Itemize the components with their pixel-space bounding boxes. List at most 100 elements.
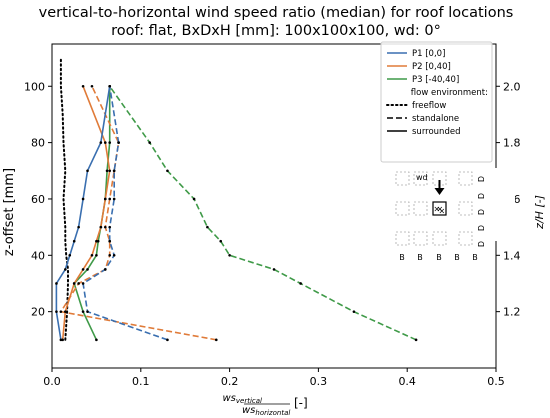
data-point bbox=[95, 254, 98, 257]
data-point bbox=[148, 141, 151, 144]
series-line-p3-standalone bbox=[109, 85, 417, 341]
data-point bbox=[108, 254, 112, 257]
data-point bbox=[72, 282, 76, 285]
inset-surrounding-building bbox=[395, 201, 410, 216]
inset-surrounding-building bbox=[413, 171, 428, 186]
data-point bbox=[105, 169, 109, 173]
data-point bbox=[81, 310, 85, 313]
data-point bbox=[61, 338, 64, 342]
inset-marker-p2: × bbox=[437, 205, 444, 214]
y-right-tick-label: 1.2 bbox=[503, 306, 521, 319]
data-point bbox=[108, 239, 112, 243]
data-point bbox=[228, 254, 231, 257]
inset-wind-arrow-head bbox=[434, 188, 445, 195]
inset-main-building bbox=[432, 201, 447, 216]
inset-d-label: D bbox=[477, 225, 486, 231]
chart-title: vertical-to-horizontal wind speed ratio … bbox=[39, 5, 514, 21]
data-point bbox=[72, 239, 76, 243]
data-point bbox=[103, 141, 107, 144]
data-point bbox=[117, 141, 120, 144]
data-point bbox=[108, 197, 112, 201]
data-point bbox=[86, 310, 89, 313]
data-point bbox=[103, 197, 107, 201]
data-point bbox=[214, 338, 218, 342]
inset-surrounding-building bbox=[395, 171, 410, 186]
data-point bbox=[414, 338, 418, 342]
legend-entry-label: P3 [-40,40] bbox=[412, 75, 459, 85]
data-point bbox=[59, 310, 63, 313]
inset-b-label: B bbox=[417, 253, 423, 262]
inset-b-label: B bbox=[454, 253, 460, 262]
x-label-denominator: wshorizontal bbox=[242, 405, 290, 417]
inset-d-label: D bbox=[477, 209, 486, 215]
inset-d-label: D bbox=[477, 193, 486, 199]
chart-subtitle: roof: flat, BxDxH [mm]: 100x100x100, wd:… bbox=[111, 23, 441, 39]
inset-surrounding-building bbox=[395, 231, 410, 246]
inset-d-label: D bbox=[477, 176, 486, 182]
data-point bbox=[108, 141, 112, 144]
data-point bbox=[59, 338, 63, 342]
data-point bbox=[108, 84, 112, 88]
data-point bbox=[192, 197, 196, 201]
inset-surrounding-building bbox=[413, 231, 428, 246]
y-axis-label: z-offset [mm] bbox=[2, 168, 17, 256]
y-axis-label-right: z/H [-] bbox=[533, 195, 546, 230]
legend-entry-label: P2 [0,40] bbox=[412, 62, 451, 72]
data-point bbox=[206, 225, 209, 229]
y-tick-label: 40 bbox=[31, 249, 45, 262]
data-point bbox=[166, 169, 169, 173]
data-point bbox=[96, 239, 100, 243]
data-point bbox=[112, 197, 116, 201]
y-tick-label: 80 bbox=[31, 137, 45, 150]
x-tick-label: 0.0 bbox=[43, 375, 61, 388]
data-point bbox=[81, 282, 85, 285]
data-point bbox=[103, 225, 107, 229]
data-point bbox=[103, 268, 107, 271]
plot-area: 0.00.10.20.30.40.5204060801001.21.41.61.… bbox=[24, 43, 521, 388]
legend-entry-label: standalone bbox=[412, 114, 459, 124]
data-point bbox=[95, 338, 98, 342]
data-point bbox=[299, 282, 302, 285]
inset-wd-label: wd bbox=[416, 173, 428, 182]
data-point bbox=[108, 225, 112, 229]
x-label-numerator: wsvertical bbox=[223, 393, 263, 405]
x-tick-label: 0.5 bbox=[487, 375, 505, 388]
legend-entry-label: P1 [0,0] bbox=[412, 49, 445, 59]
x-label-unit: [-] bbox=[294, 396, 308, 410]
x-axis-label: wsvertical wshorizontal [-] bbox=[223, 393, 308, 417]
x-tick-label: 0.4 bbox=[398, 375, 416, 388]
y-tick-label: 100 bbox=[24, 80, 45, 93]
data-point bbox=[112, 169, 116, 173]
data-point bbox=[55, 310, 58, 313]
data-point bbox=[64, 268, 67, 271]
data-point bbox=[77, 225, 80, 229]
y-right-tick-label: 2.0 bbox=[503, 80, 521, 93]
data-point bbox=[352, 310, 356, 313]
data-point bbox=[68, 254, 72, 257]
legend: P1 [0,0] P2 [0,40] P3 [-40,40] flow environ… bbox=[380, 41, 493, 163]
inset-b-label: B bbox=[472, 253, 478, 262]
data-point bbox=[272, 268, 276, 271]
data-point bbox=[108, 169, 112, 173]
inset-marker-p1: × bbox=[439, 207, 446, 216]
inset-surrounding-building bbox=[458, 171, 473, 186]
series-line-p1-standalone bbox=[82, 86, 168, 341]
inset-background bbox=[390, 168, 515, 241]
x-tick-label: 0.3 bbox=[310, 375, 328, 388]
inset-surrounding-building bbox=[432, 231, 447, 246]
y-right-tick-label: 1.4 bbox=[503, 249, 521, 262]
inset-d-label: D bbox=[477, 241, 486, 247]
data-point bbox=[112, 254, 116, 257]
data-point bbox=[81, 84, 85, 88]
series-line-p2-standalone bbox=[59, 85, 217, 341]
data-point bbox=[166, 338, 169, 342]
inset-marker-p3: × bbox=[434, 205, 441, 214]
x-tick-label: 0.1 bbox=[132, 375, 150, 388]
data-point bbox=[95, 239, 98, 243]
inset-surrounding-building bbox=[458, 201, 473, 216]
y-tick-label: 20 bbox=[31, 306, 45, 319]
legend-entry-label: surrounded bbox=[412, 127, 460, 137]
